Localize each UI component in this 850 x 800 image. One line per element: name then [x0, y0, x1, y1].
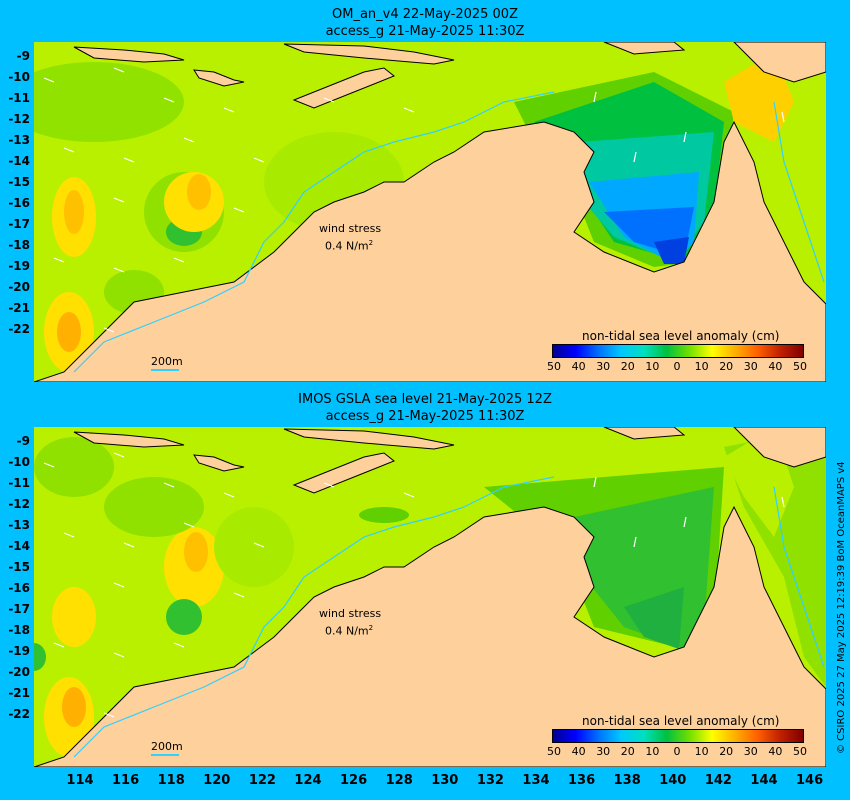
latitude-tick-label: -13 — [8, 518, 30, 532]
longitude-tick-label: 138 — [613, 773, 641, 788]
latitude-tick-label: -10 — [8, 455, 30, 469]
latitude-tick-label: -11 — [8, 91, 30, 105]
longitude-tick-label: 136 — [568, 773, 596, 788]
latitude-tick-label: -10 — [8, 70, 30, 84]
colorbar-title-2: non-tidal sea level anomaly (cm) — [582, 714, 780, 728]
isobath-label-1: 200m — [151, 355, 183, 368]
longitude-tick-label: 146 — [796, 773, 824, 788]
latitude-tick-label: -21 — [8, 686, 30, 700]
wind-stress-unit-sup-1: 2 — [368, 239, 374, 247]
latitude-tick-label: -16 — [8, 196, 30, 210]
credit-text: © CSIRO 2025 27 May 2025 12:19:39 BoM Oc… — [836, 461, 847, 754]
colorbar-label: 30 — [596, 745, 611, 758]
map-panel-model: wind stress 0.4 N/m2 200m non-tidal sea … — [34, 42, 826, 382]
longitude-tick-label: 114 — [66, 773, 94, 788]
longitude-tick-label: 132 — [476, 773, 504, 788]
sea-level-map-model — [34, 42, 826, 382]
longitude-tick-label: 128 — [385, 773, 413, 788]
colorbar-label: 40 — [768, 360, 783, 373]
colorbar-labels-1: 50 40 30 20 10 0 10 20 30 40 50 — [542, 360, 812, 374]
colorbar-label: 40 — [571, 360, 586, 373]
panel-1-title-line2: access_g 21-May-2025 11:30Z — [325, 24, 525, 39]
latitude-tick-label: -17 — [8, 217, 30, 231]
colorbar-labels-2: 50 40 30 20 10 0 10 20 30 40 50 — [542, 745, 812, 759]
longitude-tick-label: 130 — [431, 773, 459, 788]
map-panel-observed: wind stress 0.4 N/m2 200m non-tidal sea … — [34, 427, 826, 767]
latitude-tick-label: -16 — [8, 581, 30, 595]
latitude-tick-label: -19 — [8, 259, 30, 273]
longitude-tick-label: 116 — [112, 773, 140, 788]
latitude-tick-label: -22 — [8, 322, 30, 336]
colorbar-label: 0 — [673, 745, 681, 758]
colorbar-label: 30 — [596, 360, 611, 373]
latitude-tick-label: -21 — [8, 301, 30, 315]
longitude-tick-label: 140 — [659, 773, 687, 788]
latitude-tick-label: -18 — [8, 238, 30, 252]
latitude-tick-label: -22 — [8, 707, 30, 721]
colorbar-label: 30 — [743, 745, 758, 758]
isobath-legend-line-1 — [151, 369, 179, 371]
latitude-tick-label: -18 — [8, 623, 30, 637]
longitude-tick-label: 142 — [704, 773, 732, 788]
latitude-tick-label: -20 — [8, 280, 30, 294]
colorbar-label: 50 — [793, 745, 807, 758]
wind-stress-value-1: 0.4 N/m2 — [325, 236, 381, 254]
colorbar-label: 0 — [673, 360, 681, 373]
longitude-tick-label: 144 — [750, 773, 778, 788]
latitude-tick-label: -12 — [8, 112, 30, 126]
longitude-tick-label: 122 — [248, 773, 276, 788]
isobath-label-2: 200m — [151, 740, 183, 753]
latitude-tick-label: -19 — [8, 644, 30, 658]
colorbar-label: 20 — [719, 360, 734, 373]
wind-stress-value-text-1: 0.4 N/m — [325, 239, 369, 253]
wind-stress-value-2: 0.4 N/m2 — [325, 621, 381, 639]
longitude-tick-label: 126 — [340, 773, 368, 788]
colorbar-label: 50 — [547, 745, 561, 758]
wind-stress-unit-sup-2: 2 — [368, 624, 374, 632]
latitude-tick-label: -14 — [8, 539, 30, 553]
colorbar-2 — [552, 729, 804, 743]
wind-stress-legend-1: wind stress 0.4 N/m2 — [319, 222, 381, 254]
latitude-tick-label: -9 — [16, 434, 30, 448]
colorbar-label: 10 — [645, 745, 660, 758]
panel-2-title-line1: IMOS GSLA sea level 21-May-2025 12Z — [298, 392, 552, 407]
colorbar-label: 30 — [743, 360, 758, 373]
colorbar-title-1: non-tidal sea level anomaly (cm) — [582, 329, 780, 343]
latitude-tick-label: -9 — [16, 49, 30, 63]
colorbar-label: 10 — [645, 360, 660, 373]
panel-2-title: IMOS GSLA sea level 21-May-2025 12Z acce… — [0, 391, 850, 425]
wind-stress-value-text-2: 0.4 N/m — [325, 624, 369, 638]
longitude-tick-label: 118 — [157, 773, 185, 788]
colorbar-label: 20 — [620, 745, 635, 758]
longitude-tick-label: 120 — [203, 773, 231, 788]
colorbar-label: 20 — [620, 360, 635, 373]
latitude-tick-label: -15 — [8, 175, 30, 189]
panel-2-title-line2: access_g 21-May-2025 11:30Z — [325, 409, 525, 424]
latitude-tick-label: -13 — [8, 133, 30, 147]
colorbar-label: 50 — [547, 360, 561, 373]
colorbar-1 — [552, 344, 804, 358]
latitude-tick-label: -12 — [8, 497, 30, 511]
panel-1-title-line1: OM_an_v4 22-May-2025 00Z — [332, 7, 518, 22]
colorbar-label: 10 — [694, 360, 709, 373]
longitude-tick-label: 124 — [294, 773, 322, 788]
panel-1-title: OM_an_v4 22-May-2025 00Z access_g 21-May… — [0, 6, 850, 40]
wind-stress-label-1: wind stress — [319, 222, 382, 235]
longitude-tick-label: 134 — [522, 773, 550, 788]
wind-stress-label-2: wind stress — [319, 607, 382, 620]
latitude-tick-label: -17 — [8, 602, 30, 616]
latitude-tick-label: -15 — [8, 560, 30, 574]
colorbar-label: 50 — [793, 360, 807, 373]
latitude-tick-label: -11 — [8, 476, 30, 490]
colorbar-label: 40 — [571, 745, 586, 758]
colorbar-label: 10 — [694, 745, 709, 758]
latitude-tick-label: -20 — [8, 665, 30, 679]
colorbar-label: 40 — [768, 745, 783, 758]
wind-stress-legend-2: wind stress 0.4 N/m2 — [319, 607, 381, 639]
colorbar-label: 20 — [719, 745, 734, 758]
sea-level-map-observed — [34, 427, 826, 767]
isobath-legend-line-2 — [151, 754, 179, 756]
latitude-tick-label: -14 — [8, 154, 30, 168]
